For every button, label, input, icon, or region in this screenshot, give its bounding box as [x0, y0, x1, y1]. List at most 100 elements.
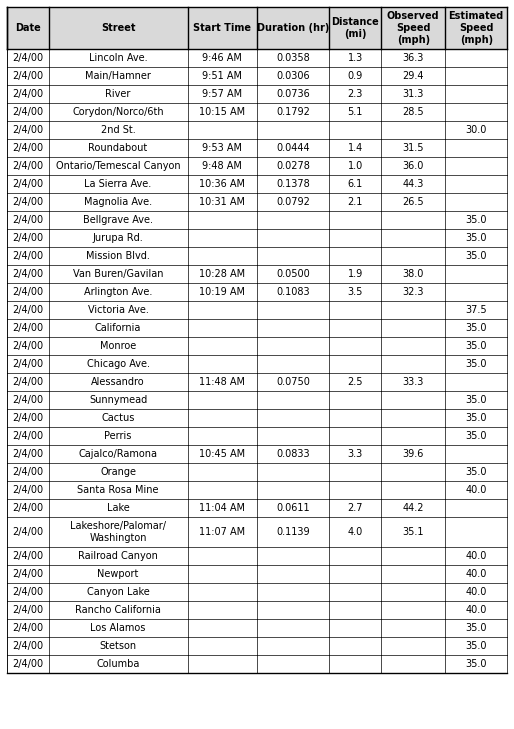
Text: Date: Date	[15, 23, 41, 33]
Text: Alessandro: Alessandro	[91, 377, 145, 387]
Text: 36.3: 36.3	[402, 53, 424, 63]
Text: Mission Blvd.: Mission Blvd.	[86, 251, 150, 261]
Text: 0.0792: 0.0792	[276, 197, 310, 207]
Text: 2/4/00: 2/4/00	[12, 341, 43, 351]
Bar	[7, 517, 507, 547]
Text: Perris: Perris	[104, 431, 132, 441]
Text: 2.3: 2.3	[347, 89, 363, 99]
Text: Magnolia Ave.: Magnolia Ave.	[84, 197, 152, 207]
Text: Jurupa Rd.: Jurupa Rd.	[93, 233, 143, 243]
Text: 0.0611: 0.0611	[277, 503, 310, 513]
Bar	[7, 157, 507, 175]
Text: 31.5: 31.5	[402, 143, 424, 153]
Text: 0.0358: 0.0358	[277, 53, 310, 63]
Bar	[7, 85, 507, 103]
Text: 3.3: 3.3	[347, 449, 363, 459]
Text: 2/4/00: 2/4/00	[12, 233, 43, 243]
Text: 35.1: 35.1	[402, 527, 424, 537]
Text: 2/4/00: 2/4/00	[12, 143, 43, 153]
Bar	[7, 427, 507, 445]
Text: 33.3: 33.3	[402, 377, 424, 387]
Text: 40.0: 40.0	[466, 551, 487, 561]
Text: Monroe: Monroe	[100, 341, 136, 351]
Text: 38.0: 38.0	[402, 269, 424, 279]
Bar	[7, 319, 507, 337]
Text: 2/4/00: 2/4/00	[12, 605, 43, 615]
Bar	[7, 283, 507, 301]
Text: Orange: Orange	[100, 467, 136, 477]
Text: 26.5: 26.5	[402, 197, 424, 207]
Text: 2/4/00: 2/4/00	[12, 569, 43, 579]
Bar	[7, 67, 507, 85]
Text: Observed
Speed
(mph): Observed Speed (mph)	[387, 12, 439, 44]
Text: 0.1378: 0.1378	[277, 179, 310, 189]
Text: 2/4/00: 2/4/00	[12, 503, 43, 513]
Text: 2/4/00: 2/4/00	[12, 89, 43, 99]
Text: Los Alamos: Los Alamos	[90, 623, 146, 633]
Text: 2.1: 2.1	[347, 197, 363, 207]
Text: 40.0: 40.0	[466, 569, 487, 579]
Text: 2/4/00: 2/4/00	[12, 527, 43, 537]
Text: 35.0: 35.0	[466, 659, 487, 669]
Bar	[7, 139, 507, 157]
Text: 35.0: 35.0	[466, 341, 487, 351]
Text: 1.3: 1.3	[347, 53, 363, 63]
Text: 4.0: 4.0	[347, 527, 363, 537]
Text: 0.0750: 0.0750	[276, 377, 310, 387]
Bar	[7, 583, 507, 601]
Text: Roundabout: Roundabout	[88, 143, 148, 153]
Text: 40.0: 40.0	[466, 605, 487, 615]
Text: Newport: Newport	[98, 569, 139, 579]
Text: 31.3: 31.3	[402, 89, 424, 99]
Bar	[7, 499, 507, 517]
Text: Bellgrave Ave.: Bellgrave Ave.	[83, 215, 153, 225]
Text: 2/4/00: 2/4/00	[12, 641, 43, 651]
Text: 32.3: 32.3	[402, 287, 424, 297]
Text: Rancho California: Rancho California	[75, 605, 161, 615]
Text: 2/4/00: 2/4/00	[12, 413, 43, 423]
Text: 2/4/00: 2/4/00	[12, 197, 43, 207]
Text: 35.0: 35.0	[466, 215, 487, 225]
Text: 2nd St.: 2nd St.	[101, 125, 136, 135]
Bar	[7, 337, 507, 355]
Text: 35.0: 35.0	[466, 359, 487, 369]
Text: 6.1: 6.1	[347, 179, 363, 189]
Text: 29.4: 29.4	[402, 71, 424, 81]
Text: 0.1083: 0.1083	[277, 287, 310, 297]
Bar	[7, 247, 507, 265]
Text: Duration (hr): Duration (hr)	[257, 23, 329, 33]
Text: 9:51 AM: 9:51 AM	[203, 71, 242, 81]
Text: 2/4/00: 2/4/00	[12, 323, 43, 333]
Text: Main/Hamner: Main/Hamner	[85, 71, 151, 81]
Bar	[7, 193, 507, 211]
Text: 2/4/00: 2/4/00	[12, 449, 43, 459]
Text: 2/4/00: 2/4/00	[12, 467, 43, 477]
Text: Cactus: Cactus	[101, 413, 135, 423]
Text: 44.2: 44.2	[402, 503, 424, 513]
Text: 0.1792: 0.1792	[276, 107, 310, 117]
Bar	[7, 445, 507, 463]
Text: Lakeshore/Palomar/
Washington: Lakeshore/Palomar/ Washington	[70, 521, 166, 543]
Text: 9:57 AM: 9:57 AM	[202, 89, 242, 99]
Text: 2/4/00: 2/4/00	[12, 587, 43, 597]
Text: 2/4/00: 2/4/00	[12, 395, 43, 405]
Bar	[7, 601, 507, 619]
Text: 35.0: 35.0	[466, 413, 487, 423]
Text: Arlington Ave.: Arlington Ave.	[84, 287, 152, 297]
Text: 2/4/00: 2/4/00	[12, 359, 43, 369]
Text: 2/4/00: 2/4/00	[12, 269, 43, 279]
Text: 2/4/00: 2/4/00	[12, 215, 43, 225]
Bar	[7, 175, 507, 193]
Bar	[7, 463, 507, 481]
Text: 35.0: 35.0	[466, 323, 487, 333]
Bar	[7, 409, 507, 427]
Bar	[7, 229, 507, 247]
Text: Ontario/Temescal Canyon: Ontario/Temescal Canyon	[56, 161, 180, 171]
Text: 2/4/00: 2/4/00	[12, 179, 43, 189]
Text: Railroad Canyon: Railroad Canyon	[78, 551, 158, 561]
Text: 0.0278: 0.0278	[276, 161, 310, 171]
Text: 5.1: 5.1	[347, 107, 363, 117]
Bar	[7, 7, 507, 49]
Bar	[7, 301, 507, 319]
Text: 2/4/00: 2/4/00	[12, 551, 43, 561]
